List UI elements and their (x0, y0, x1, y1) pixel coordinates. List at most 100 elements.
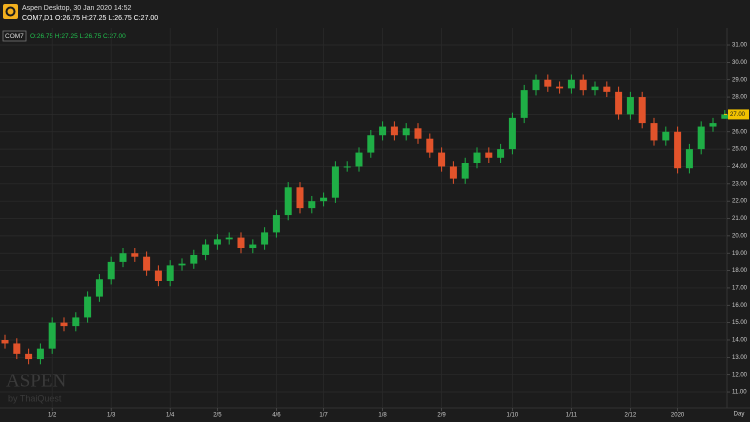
candle-body (213, 239, 221, 245)
symbol-line: COM7,D1 O:26.75 H:27.25 L:26.75 C:27.00 (22, 15, 158, 22)
candle-body (650, 123, 658, 141)
candle-body (343, 166, 351, 168)
candle-body (390, 126, 398, 136)
candle-body (626, 97, 634, 115)
last-price-box (728, 109, 749, 120)
y-tick-label: 18.00 (732, 268, 748, 274)
y-tick-label: 30.00 (732, 60, 748, 66)
x-tick-label: 2/12 (625, 413, 637, 419)
candle-body (13, 343, 21, 354)
candle-body (603, 86, 611, 92)
app-icon (3, 4, 18, 19)
y-tick-label: 22.00 (732, 199, 748, 205)
candle-body (166, 265, 174, 281)
x-tick-label: 2020 (671, 413, 685, 419)
legend-symbol: COM7 (5, 33, 24, 40)
y-tick-label: 17.00 (732, 286, 748, 292)
candle-body (556, 86, 564, 89)
x-tick-label: 4/6 (272, 413, 281, 419)
candle-body (272, 215, 280, 233)
x-tick-label: 1/7 (319, 413, 328, 419)
y-tick-label: 12.00 (732, 372, 748, 378)
candle-body (532, 79, 540, 91)
candle-body (261, 232, 269, 245)
candle-body (485, 152, 493, 158)
watermark-sub: by ThaiQuest (8, 393, 62, 403)
candle-body (107, 261, 115, 280)
candle-body (567, 79, 575, 89)
candle-body (190, 254, 198, 264)
x-tick-label: 2/9 (437, 413, 446, 419)
candle-body (473, 152, 481, 163)
candle-body (154, 270, 162, 281)
y-tick-label: 28.00 (732, 95, 748, 101)
candle-body (331, 166, 339, 198)
candle-body (721, 114, 729, 119)
last-price-label: 27.00 (730, 112, 746, 118)
y-tick-label: 24.00 (732, 164, 748, 170)
x-tick-label: 1/10 (507, 413, 519, 419)
candle-body (1, 339, 9, 344)
candle-body (119, 253, 127, 262)
app-title: Aspen Desktop, 30 Jan 2020 14:52 (22, 5, 131, 12)
candle-body (143, 256, 151, 271)
candle-body (367, 135, 375, 153)
candle-body (662, 131, 670, 141)
y-tick-label: 16.00 (732, 303, 748, 309)
candle-body (36, 348, 44, 360)
x-tick-label: 2/5 (213, 413, 222, 419)
candle-body (579, 79, 587, 91)
y-tick-label: 31.00 (732, 43, 748, 49)
candle-body (178, 263, 186, 266)
candle-body (520, 90, 528, 118)
candle-body (249, 244, 257, 249)
candle-body (225, 237, 233, 240)
candle-body (308, 201, 316, 209)
candle-body (60, 322, 68, 327)
candle-body (449, 166, 457, 179)
candle-body (697, 126, 705, 150)
y-tick-label: 15.00 (732, 320, 748, 326)
candle-body (685, 149, 693, 169)
candle-body (591, 86, 599, 91)
y-tick-label: 29.00 (732, 77, 748, 83)
y-tick-label: 26.00 (732, 129, 748, 135)
watermark: ASPEN (6, 370, 66, 391)
y-tick-label: 11.00 (732, 390, 747, 396)
y-tick-label: 19.00 (732, 251, 748, 257)
candle-body (95, 279, 103, 297)
x-tick-label: 1/4 (166, 413, 175, 419)
x-tick-label: 1/2 (48, 413, 57, 419)
candle-body (72, 317, 80, 327)
y-tick-label: 13.00 (732, 355, 748, 361)
candle-body (379, 126, 387, 136)
y-tick-label: 23.00 (732, 181, 748, 187)
legend-symbol-box (2, 30, 27, 42)
y-tick-label: 14.00 (732, 338, 748, 344)
x-axis-label: Day (734, 412, 745, 418)
y-tick-label: 21.00 (732, 216, 748, 222)
candle-body (615, 91, 623, 115)
x-tick-label: 1/3 (107, 413, 116, 419)
candle-body (402, 128, 410, 136)
candle-body (638, 97, 646, 124)
x-tick-label: 1/11 (566, 413, 578, 419)
candle-body (426, 138, 434, 153)
candle-body (414, 128, 422, 139)
candle-body (355, 152, 363, 167)
candle-body (674, 131, 682, 169)
candle-body (320, 197, 328, 202)
candle-body (25, 353, 33, 360)
legend-ohlc: O:26.75 H:27.25 L:26.75 C:27.00 (30, 33, 126, 40)
grid (0, 28, 730, 411)
candle-body (296, 187, 304, 209)
candle-body (284, 187, 292, 216)
x-tick-label: 1/8 (378, 413, 387, 419)
candle-body (438, 152, 446, 167)
candles (1, 74, 729, 365)
candle-body (202, 244, 210, 255)
y-tick-label: 25.00 (732, 147, 748, 153)
y-tick-label: 20.00 (732, 233, 748, 239)
